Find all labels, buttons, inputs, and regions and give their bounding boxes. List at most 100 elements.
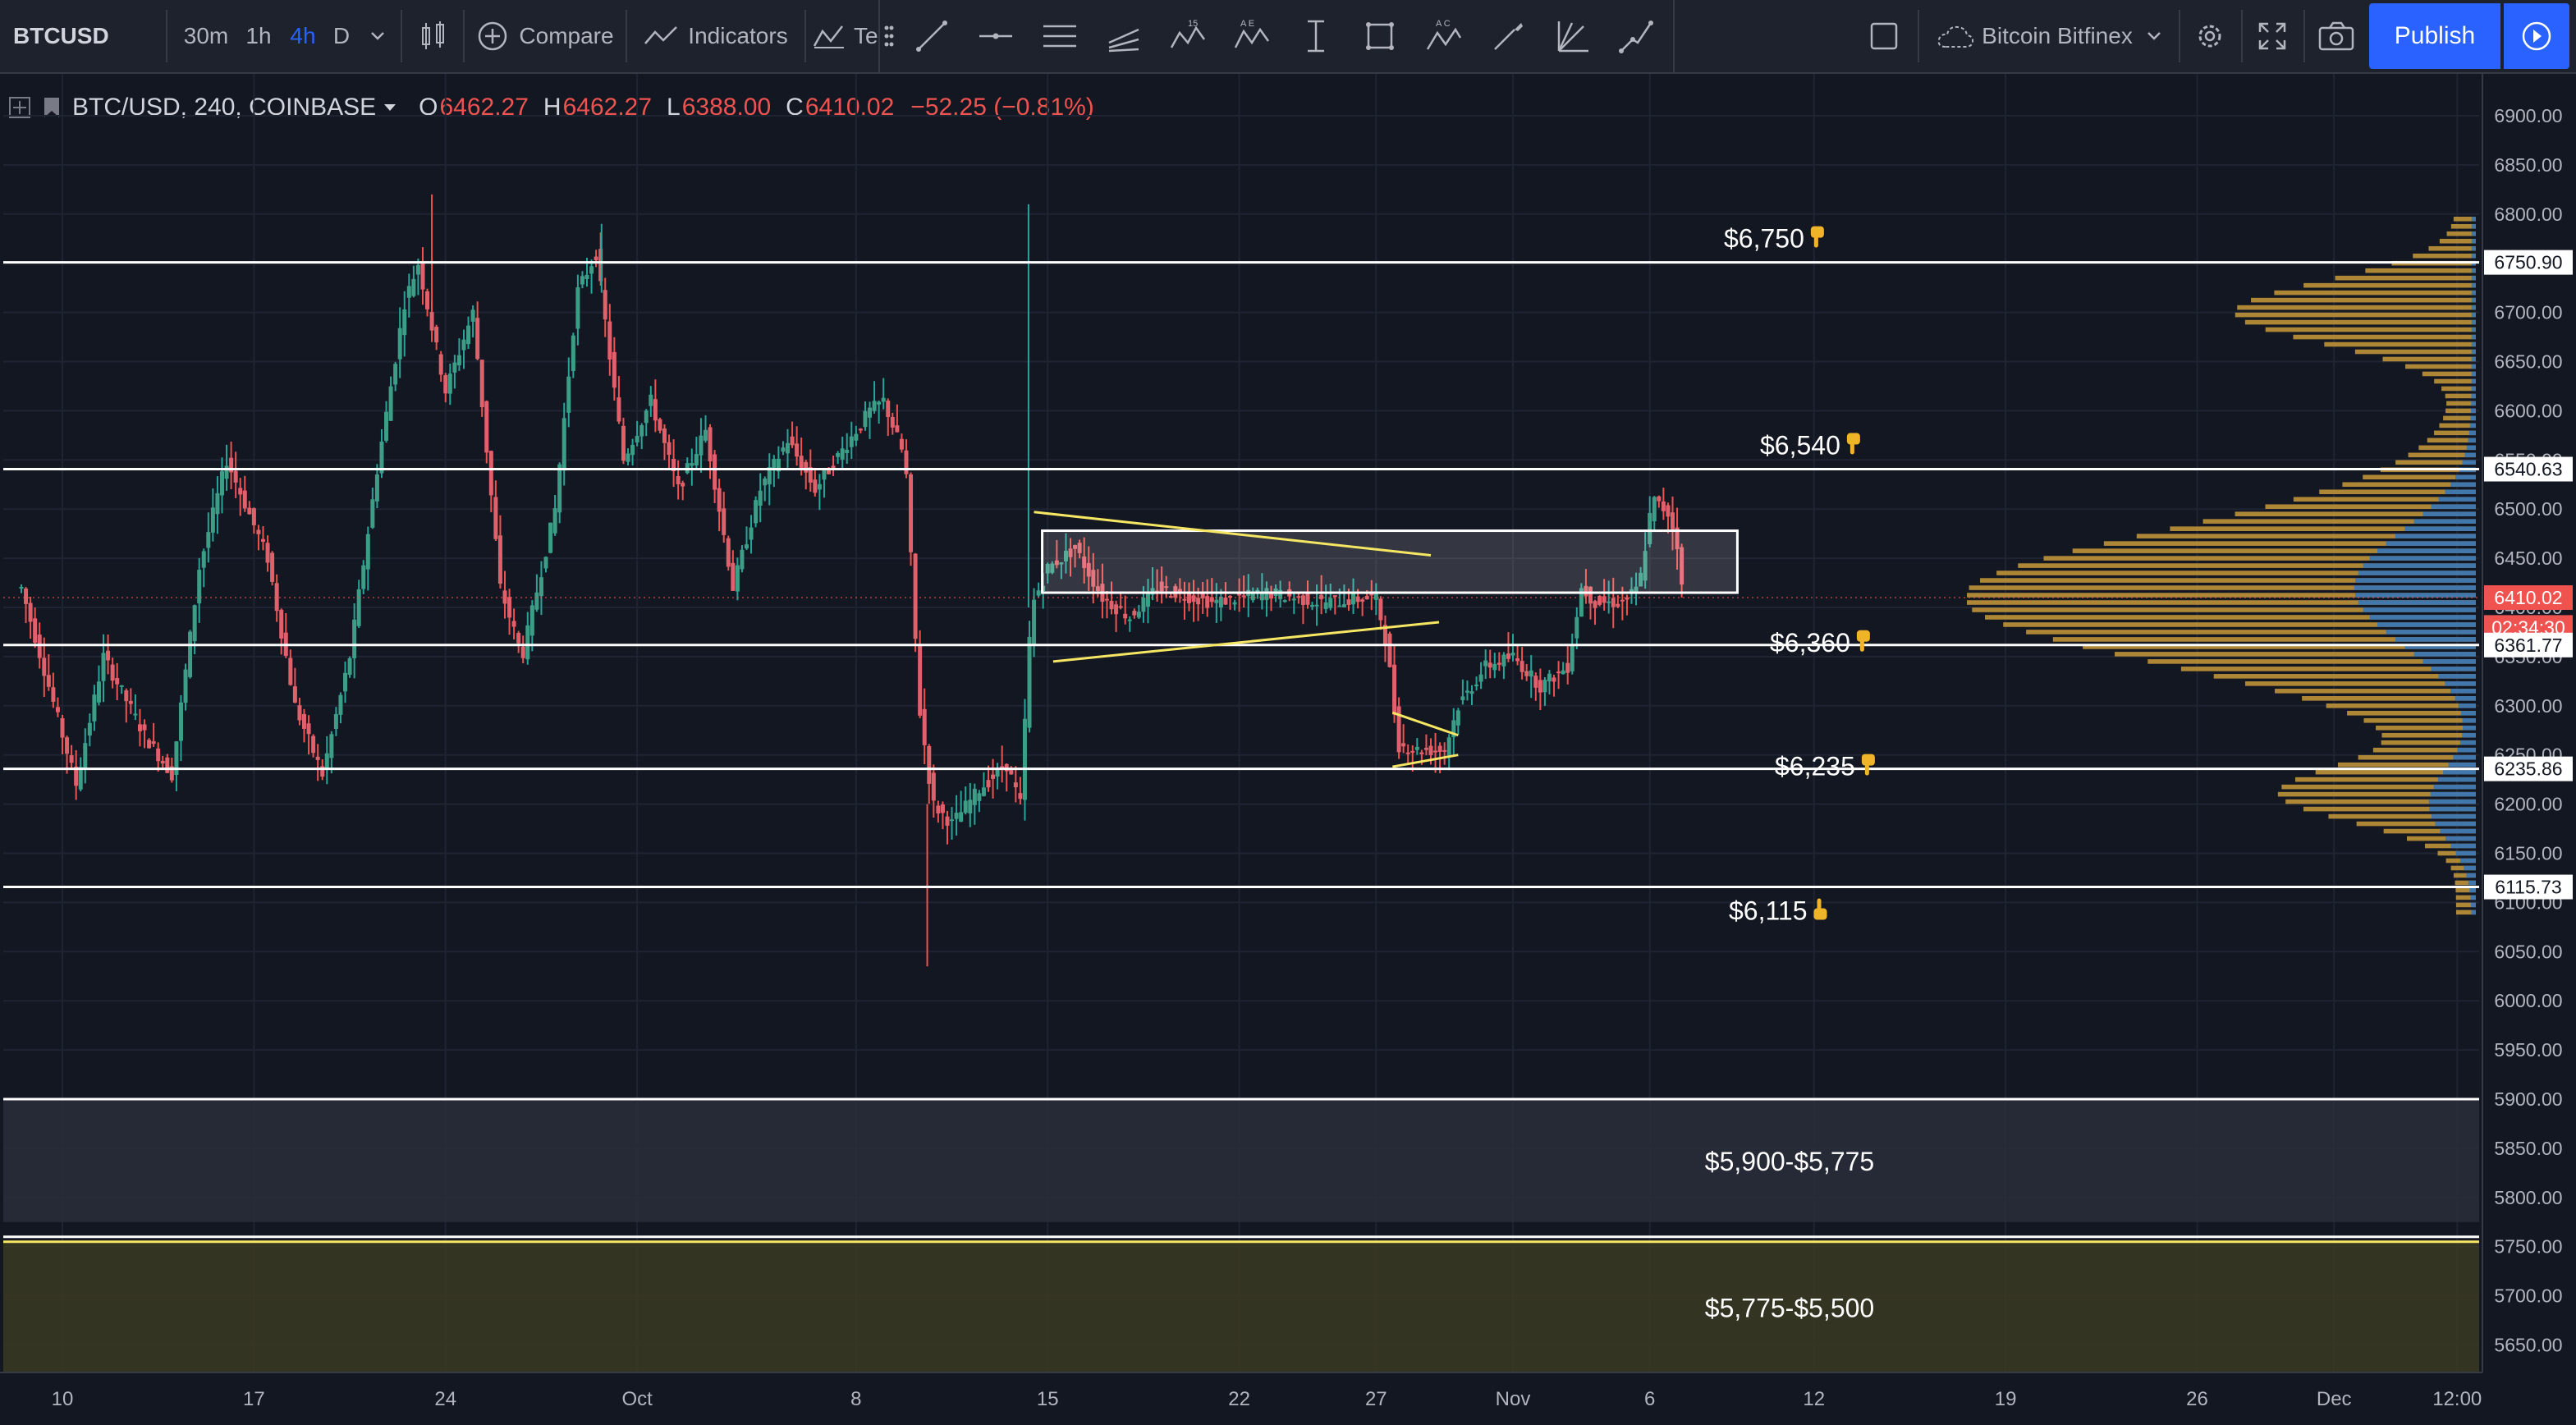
candle-body — [192, 605, 197, 642]
profile-bar-up-volume — [2431, 667, 2476, 671]
flag-icon[interactable] — [43, 96, 61, 119]
symbol-search[interactable]: BTCUSD — [13, 23, 109, 48]
profile-bar-up-volume — [2468, 438, 2476, 443]
candle-body — [658, 419, 662, 431]
time-tick-label: 8 — [850, 1388, 861, 1410]
drag-handle[interactable] — [880, 0, 898, 72]
fullscreen-button[interactable] — [2249, 0, 2295, 72]
settings-button[interactable] — [2187, 0, 2233, 72]
tool-horizontal-line[interactable] — [964, 0, 1028, 72]
trend-line — [1052, 621, 1440, 663]
candle-body — [147, 740, 152, 749]
tool-parallel-channel[interactable] — [1028, 0, 1092, 72]
candle-body — [37, 635, 42, 658]
candle-body — [1127, 619, 1132, 621]
caret-down-icon[interactable] — [383, 103, 397, 112]
price-tag — [2484, 456, 2573, 482]
profile-bar-volume — [2434, 378, 2476, 384]
candle-body — [722, 508, 727, 535]
tool-measure[interactable] — [1284, 0, 1348, 72]
profile-bar-volume — [2381, 732, 2476, 738]
profile-bar-volume — [2445, 408, 2476, 414]
profile-bar-up-volume — [2471, 290, 2476, 296]
candle-body — [1182, 598, 1187, 601]
profile-bar-up-volume — [2471, 334, 2476, 340]
chart-type-button[interactable] — [409, 0, 458, 72]
profile-bar-volume — [2326, 703, 2476, 708]
candle-body — [137, 724, 142, 731]
layout-selector[interactable]: Bitcoin Bitfinex — [1926, 0, 2172, 72]
indicators-button[interactable]: Indicators — [634, 0, 798, 72]
zone-label: $5,775-$5,500 — [1705, 1293, 1874, 1322]
candle-body — [1464, 690, 1469, 693]
candle-body — [1657, 496, 1662, 502]
interval-dropdown[interactable] — [361, 0, 394, 72]
tool-abcd-pattern[interactable]: 15 — [1156, 0, 1220, 72]
tool-rectangle[interactable] — [1348, 0, 1412, 72]
candle-body — [1132, 611, 1137, 616]
tool-elliott-wave[interactable]: A E — [1220, 0, 1284, 72]
profile-bar-up-volume — [2470, 408, 2476, 414]
candle-body — [1616, 603, 1620, 607]
fullscreen-select-button[interactable] — [1863, 0, 1904, 72]
collapse-toggle-icon[interactable] — [8, 96, 31, 119]
candle-body — [1168, 596, 1173, 598]
profile-bar-up-volume — [2377, 622, 2476, 627]
profile-bar-volume — [2365, 268, 2476, 273]
interval-1h[interactable]: 1h — [245, 23, 272, 48]
profile-bar-up-volume — [2471, 364, 2476, 369]
candle-body — [142, 724, 147, 731]
publish-menu-button[interactable] — [2504, 3, 2569, 69]
candle-body — [795, 443, 800, 457]
candle-body — [539, 577, 543, 597]
candle-body — [858, 428, 863, 431]
candle-body — [365, 534, 370, 570]
profile-bar-volume — [2026, 630, 2476, 635]
profile-bar-volume — [2115, 652, 2476, 657]
candle-body — [1186, 593, 1191, 603]
tool-abc-pattern[interactable]: A C — [1412, 0, 1476, 72]
candle-body — [1255, 589, 1260, 593]
snapshot-button[interactable] — [2312, 0, 2361, 72]
interval-d[interactable]: D — [332, 23, 351, 48]
candle-body — [1501, 654, 1506, 667]
price-tick-label: 6850.00 — [2494, 154, 2562, 176]
candle-body — [374, 474, 379, 502]
profile-bar-up-volume — [2431, 813, 2476, 819]
tool-brush[interactable] — [1476, 0, 1540, 72]
candle-body — [598, 249, 603, 282]
candle-body — [178, 702, 183, 741]
candle-body — [219, 471, 224, 496]
hand-finger — [1849, 442, 1854, 455]
candle-body — [1077, 543, 1082, 553]
time-axis[interactable]: 10 17 24 Oct 8 15 22 27 Nov 6 12 19 26 Dec 12:00 — [0, 1372, 2576, 1425]
candle-body — [1455, 710, 1460, 726]
interval-4h[interactable]: 4h — [290, 23, 316, 48]
candle-body — [1579, 588, 1584, 617]
profile-bar-volume — [2237, 305, 2476, 310]
profile-bar-volume — [2052, 637, 2476, 642]
candle-body — [1593, 601, 1597, 608]
profile-bar-up-volume — [2458, 703, 2476, 708]
candle-body — [945, 816, 950, 826]
price-chart[interactable]: $5,900-$5,775$5,775-$5,500 $6,750$6,540$… — [0, 74, 2576, 1425]
candle-body — [74, 766, 79, 786]
candle-body — [1177, 589, 1182, 592]
templates-button[interactable]: Te — [813, 0, 878, 72]
price-axis[interactable]: 6900.006850.006800.006750.006700.006650.… — [2482, 74, 2576, 1425]
tool-trend-line[interactable] — [900, 0, 964, 72]
interval-30m[interactable]: 30m — [183, 23, 229, 48]
candle-body — [361, 565, 366, 589]
publish-button[interactable]: Publish — [2369, 3, 2500, 69]
camera-icon — [2318, 21, 2354, 51]
tool-gann-fan[interactable] — [1540, 0, 1604, 72]
tool-pitchfork[interactable] — [1092, 0, 1156, 72]
candle-body — [1351, 593, 1356, 605]
profile-bar-volume — [2406, 836, 2476, 841]
candle-body — [233, 470, 238, 483]
candle-body — [1323, 602, 1328, 609]
compare-button[interactable]: Compare — [471, 0, 619, 72]
price-tag — [2484, 632, 2573, 658]
candle-body — [393, 364, 398, 385]
tool-path[interactable] — [1604, 0, 1668, 72]
